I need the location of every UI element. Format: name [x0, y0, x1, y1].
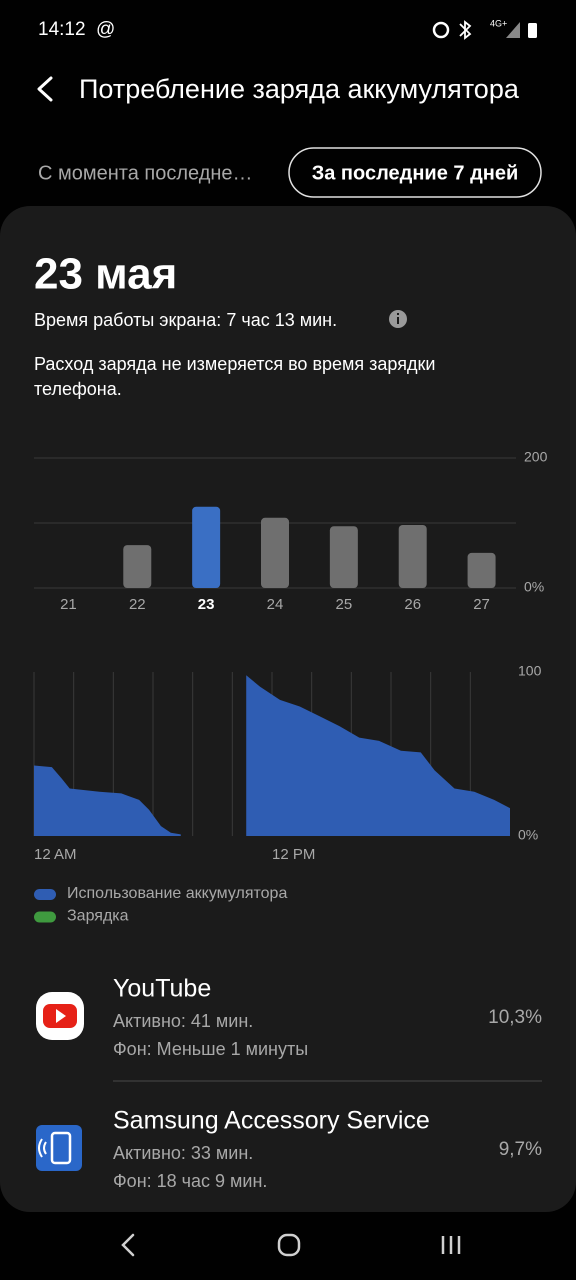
app-percent: 9,7% [499, 1139, 542, 1160]
youtube-icon [36, 992, 84, 1040]
bar [192, 506, 221, 588]
tab-selected[interactable]: За последние 7 дней [312, 162, 519, 184]
app-name[interactable]: YouTube [113, 975, 211, 1003]
app-name[interactable]: Samsung Accessory Service [113, 1107, 430, 1135]
legend-swatch [34, 889, 56, 900]
nav-back[interactable] [121, 1233, 135, 1257]
bar [329, 526, 358, 588]
y-tick-label: 0% [524, 579, 544, 595]
legend-label: Использование аккумулятора [67, 885, 287, 902]
tab-selected-outline[interactable] [288, 147, 542, 198]
x-tick-label: 24 [267, 596, 284, 613]
note-line: телефона. [34, 379, 122, 399]
status-time: 14:12 [38, 19, 86, 40]
app-background: Фон: Меньше 1 минуты [113, 1039, 308, 1059]
legend-label: Зарядка [67, 908, 129, 925]
x-tick-label: 12 AM [34, 846, 77, 863]
status-notification: @ [96, 19, 115, 40]
y-tick-label: 200 [524, 449, 548, 465]
x-tick-label: 21 [60, 596, 77, 613]
x-tick-label: 12 PM [272, 846, 315, 863]
nav-home[interactable] [277, 1233, 301, 1257]
screen-time: Время работы экрана: 7 час 13 мин. [34, 310, 337, 330]
samsung-accessory-icon [36, 1125, 82, 1171]
bar [123, 545, 152, 588]
app-background: Фон: 18 час 9 мин. [113, 1171, 267, 1191]
app-percent: 10,3% [488, 1007, 542, 1028]
battery-area [246, 675, 510, 836]
page-title: Потребление заряда аккумулятора [79, 74, 520, 104]
note-line: Расход заряда не измеряется во время зар… [34, 354, 435, 374]
tab[interactable]: С момента последне… [38, 162, 253, 184]
x-tick-label: 27 [473, 596, 490, 613]
bar [398, 524, 427, 588]
battery-area [34, 765, 181, 836]
x-tick-label: 25 [336, 596, 353, 613]
legend-swatch [34, 911, 56, 923]
status-network: 4G+ [490, 18, 507, 28]
app-active: Активно: 33 мин. [113, 1143, 253, 1163]
app-active: Активно: 41 мин. [113, 1011, 253, 1031]
x-tick-label: 23 [198, 596, 215, 613]
x-tick-label: 22 [129, 596, 146, 613]
y-tick-label: 100 [518, 663, 542, 679]
x-tick-label: 26 [404, 596, 421, 613]
back-button[interactable] [37, 76, 53, 102]
info-icon[interactable] [389, 310, 407, 328]
bar [261, 517, 289, 588]
date: 23 мая [34, 250, 177, 299]
y-tick-label: 0% [518, 827, 538, 843]
bar [467, 552, 496, 588]
status-icons: 4G+ [432, 18, 537, 40]
nav-recents[interactable] [441, 1236, 461, 1254]
